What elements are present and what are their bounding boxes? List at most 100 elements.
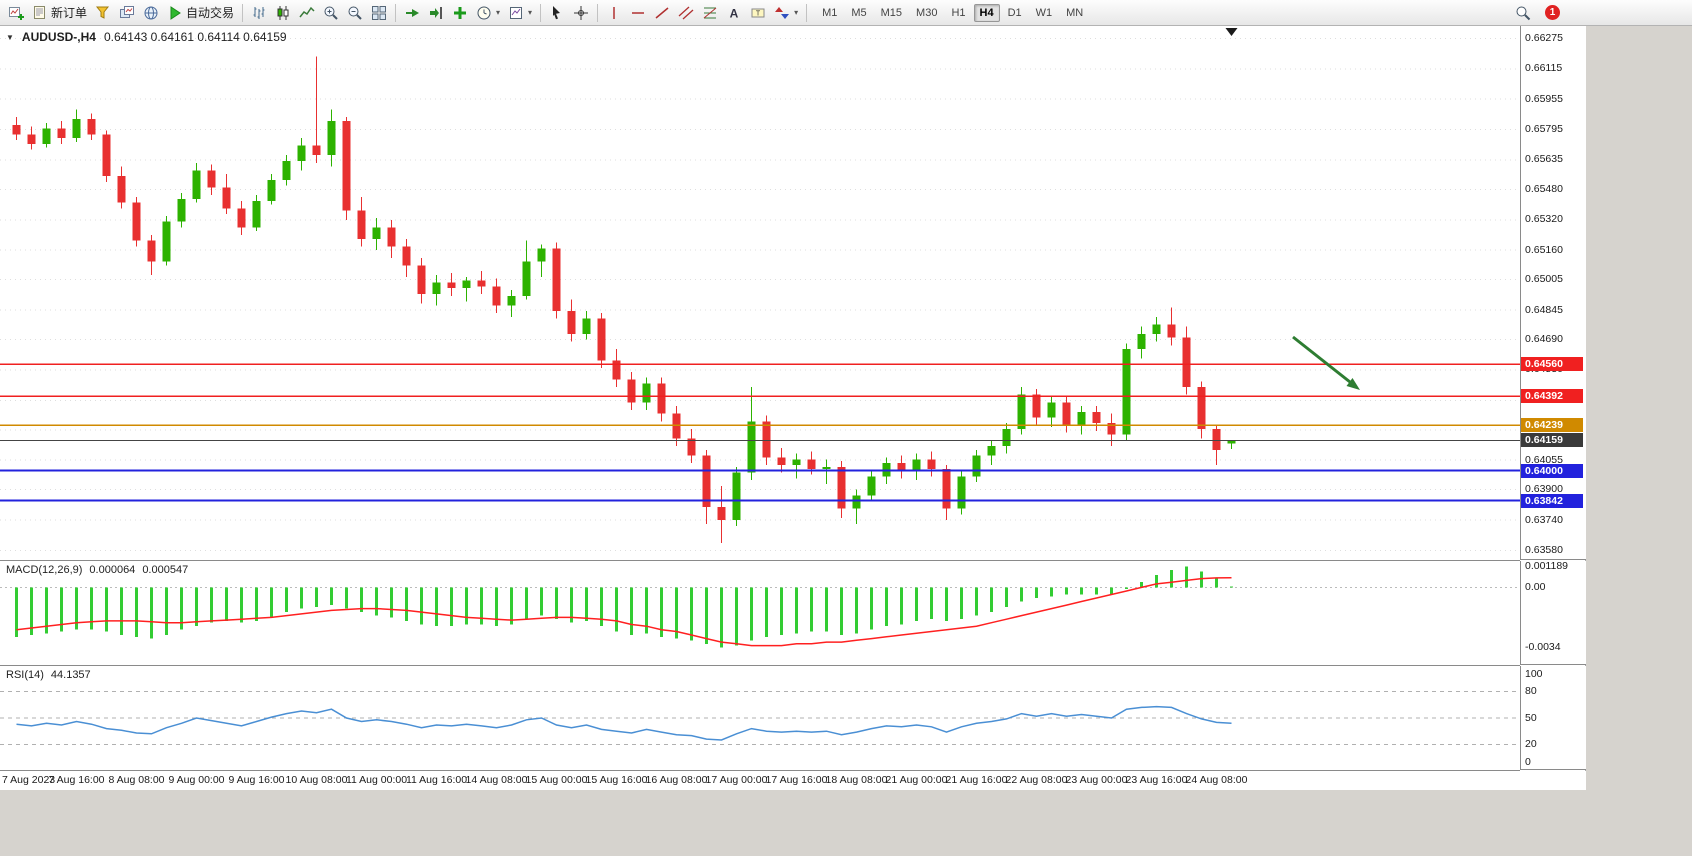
macd-panel[interactable]: MACD(12,26,9) 0.000064 0.000547 <box>0 561 1520 666</box>
new-order-icon <box>32 5 48 21</box>
charts-stack-button[interactable] <box>115 1 139 25</box>
new-order-button[interactable]: 新订单 <box>28 1 91 25</box>
auto-scroll-button[interactable] <box>400 1 424 25</box>
trendline-icon <box>654 5 670 21</box>
macd-axis[interactable]: 0.001189 0.00 -0.0034 <box>1520 561 1586 665</box>
time-label: 17 Aug 16:00 <box>765 774 828 786</box>
price-tick: 0.65005 <box>1525 273 1563 286</box>
price-badge-resistance-2: 0.64392 <box>1521 389 1583 404</box>
cursor-button[interactable] <box>545 1 569 25</box>
timeframe-h4-button[interactable]: H4 <box>973 3 1000 22</box>
timeframe-m15-button[interactable]: M15 <box>880 6 903 19</box>
notification-badge[interactable]: 1 <box>1545 5 1560 20</box>
templates-button[interactable]: ▾ <box>504 1 536 25</box>
chart-collapse-icon[interactable]: ▼ <box>6 32 14 42</box>
time-label: 16 Aug 08:00 <box>645 774 708 786</box>
timeframe-m5-button[interactable]: M5 <box>851 6 867 19</box>
price-tick: 0.66115 <box>1525 62 1563 75</box>
rsi-axis-tick: 50 <box>1525 711 1537 724</box>
price-badge-current-price: 0.64159 <box>1521 433 1583 448</box>
chevron-down-icon: ▾ <box>528 8 533 17</box>
horizontal-line-button[interactable] <box>626 1 650 25</box>
price-tick: 0.64690 <box>1525 333 1563 346</box>
price-tick: 0.65635 <box>1525 153 1563 166</box>
time-axis[interactable]: 7 Aug 2023 7 Aug 16:00 8 Aug 08:00 9 Aug 00… <box>0 771 1586 790</box>
new-order-label: 新订单 <box>51 6 88 20</box>
price-tick: 0.66275 <box>1525 31 1563 44</box>
indicators-button[interactable] <box>448 1 472 25</box>
crosshair-button[interactable] <box>569 1 593 25</box>
new-chart-icon <box>8 5 24 21</box>
toolbar: 新订单 自动交易 ▾ ▾ <box>0 0 1692 26</box>
trendline-button[interactable] <box>650 1 674 25</box>
auto-trading-button[interactable]: 自动交易 <box>163 1 238 25</box>
community-button[interactable] <box>139 1 163 25</box>
auto-trading-label: 自动交易 <box>186 6 235 20</box>
bar-chart-button[interactable] <box>247 1 271 25</box>
toolbar-right-group: 1 <box>1511 1 1560 25</box>
timeframe-group: M1 M5 M15 M30 H1 H4 D1 W1 MN <box>815 3 1090 22</box>
price-tick: 0.63580 <box>1525 543 1563 556</box>
funnel-button[interactable] <box>91 1 115 25</box>
zoom-in-icon <box>323 5 339 21</box>
candlestick-chart[interactable] <box>0 26 1520 560</box>
arrows-button[interactable]: ▾ <box>770 1 802 25</box>
new-chart-button[interactable] <box>4 1 28 25</box>
rsi-panel[interactable]: RSI(14) 44.1357 <box>0 666 1520 771</box>
time-label: 9 Aug 00:00 <box>168 774 225 786</box>
macd-label: MACD(12,26,9) <box>6 564 83 576</box>
cursor-icon <box>549 5 565 21</box>
channel-button[interactable] <box>674 1 698 25</box>
price-badge-resistance-1: 0.64560 <box>1521 357 1583 372</box>
time-label: 18 Aug 08:00 <box>825 774 888 786</box>
line-chart-icon <box>299 5 315 21</box>
symbol-search-button[interactable] <box>1511 1 1535 25</box>
macd-chart[interactable] <box>0 561 1520 665</box>
candlestick-chart-button[interactable] <box>271 1 295 25</box>
zoom-in-button[interactable] <box>319 1 343 25</box>
time-label: 22 Aug 08:00 <box>1005 774 1068 786</box>
text-tool-button[interactable]: A <box>722 1 746 25</box>
tile-windows-button[interactable] <box>367 1 391 25</box>
funnel-icon <box>95 5 111 21</box>
timeframe-w1-button[interactable]: W1 <box>1035 6 1053 19</box>
rsi-axis[interactable]: 100 80 50 20 0 <box>1520 666 1586 770</box>
price-badge-support-1: 0.64000 <box>1521 463 1583 478</box>
price-tick: 0.63900 <box>1525 483 1563 496</box>
price-axis[interactable]: 0.66275 0.66115 0.65955 0.65795 0.65635 0.654… <box>1520 26 1586 560</box>
play-icon <box>167 5 183 21</box>
rsi-title: RSI(14) 44.1357 <box>6 669 91 681</box>
timeframe-m1-button[interactable]: M1 <box>822 6 838 19</box>
time-label: 17 Aug 00:00 <box>705 774 768 786</box>
toolbar-separator <box>395 3 397 22</box>
time-label: 23 Aug 16:00 <box>1125 774 1188 786</box>
price-tick: 0.65160 <box>1525 243 1563 256</box>
price-tick: 0.65955 <box>1525 92 1563 105</box>
rsi-chart[interactable] <box>0 666 1520 770</box>
fibonacci-button[interactable] <box>698 1 722 25</box>
timeframe-mn-button[interactable]: MN <box>1066 6 1084 19</box>
text-label-icon: T <box>750 5 766 21</box>
text-label-button[interactable]: T <box>746 1 770 25</box>
toolbar-separator <box>597 3 599 22</box>
periods-button[interactable]: ▾ <box>472 1 504 25</box>
zoom-out-button[interactable] <box>343 1 367 25</box>
time-label: 10 Aug 08:00 <box>285 774 348 786</box>
time-label: 15 Aug 00:00 <box>525 774 588 786</box>
tile-windows-icon <box>371 5 387 21</box>
price-chart-panel[interactable]: ▼ AUDUSD-,H4 0.64143 0.64161 0.64114 0.6… <box>0 26 1520 561</box>
timeframe-h1-button[interactable]: H1 <box>951 6 966 19</box>
time-label: 11 Aug 16:00 <box>405 774 468 786</box>
timeframe-m30-button[interactable]: M30 <box>916 6 938 19</box>
price-badge-support-2: 0.63842 <box>1521 493 1583 508</box>
line-chart-button[interactable] <box>295 1 319 25</box>
timeframe-d1-button[interactable]: D1 <box>1007 6 1022 19</box>
macd-title: MACD(12,26,9) 0.000064 0.000547 <box>6 564 188 576</box>
search-icon <box>1515 5 1531 21</box>
chart-symbol-period: AUDUSD-,H4 <box>21 30 96 44</box>
chart-shift-button[interactable] <box>424 1 448 25</box>
candlestick-icon <box>275 5 291 21</box>
vertical-line-button[interactable] <box>602 1 626 25</box>
text-tool-icon: A <box>726 5 742 21</box>
rsi-axis-tick: 80 <box>1525 685 1537 698</box>
